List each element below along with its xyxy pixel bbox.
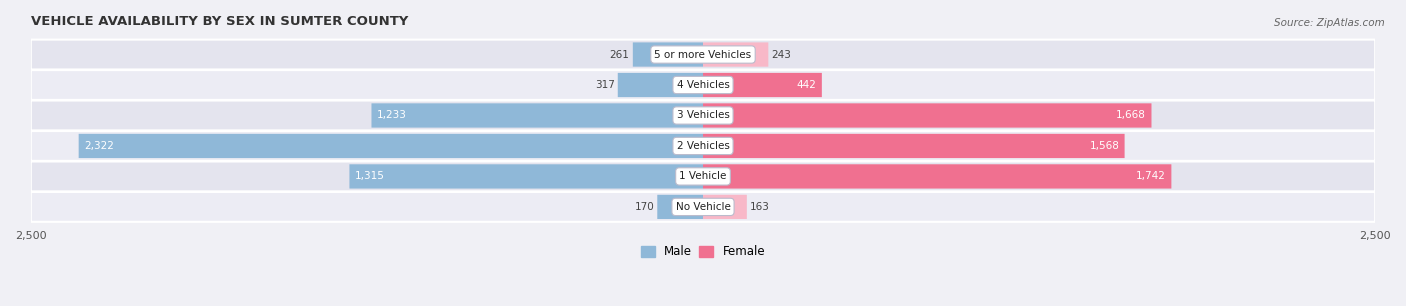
Text: 3 Vehicles: 3 Vehicles <box>676 110 730 121</box>
FancyBboxPatch shape <box>31 70 1375 100</box>
Text: 163: 163 <box>749 202 770 212</box>
Text: 1,668: 1,668 <box>1116 110 1146 121</box>
Text: 442: 442 <box>797 80 817 90</box>
FancyBboxPatch shape <box>703 134 1125 158</box>
FancyBboxPatch shape <box>79 134 703 158</box>
FancyBboxPatch shape <box>31 192 1375 222</box>
FancyBboxPatch shape <box>31 39 1375 69</box>
FancyBboxPatch shape <box>31 131 1375 161</box>
FancyBboxPatch shape <box>371 103 703 128</box>
FancyBboxPatch shape <box>703 43 768 67</box>
Legend: Male, Female: Male, Female <box>636 241 770 263</box>
Text: 1,233: 1,233 <box>377 110 406 121</box>
FancyBboxPatch shape <box>657 195 703 219</box>
Text: 2 Vehicles: 2 Vehicles <box>676 141 730 151</box>
FancyBboxPatch shape <box>31 162 1375 191</box>
FancyBboxPatch shape <box>633 43 703 67</box>
Text: 261: 261 <box>610 50 630 60</box>
Text: 1,742: 1,742 <box>1136 171 1166 181</box>
Text: 2,322: 2,322 <box>84 141 114 151</box>
Text: 1,568: 1,568 <box>1090 141 1119 151</box>
Text: 243: 243 <box>772 50 792 60</box>
Text: 317: 317 <box>595 80 614 90</box>
FancyBboxPatch shape <box>31 101 1375 130</box>
Text: 1 Vehicle: 1 Vehicle <box>679 171 727 181</box>
Text: 170: 170 <box>634 202 654 212</box>
FancyBboxPatch shape <box>703 195 747 219</box>
Text: 5 or more Vehicles: 5 or more Vehicles <box>654 50 752 60</box>
FancyBboxPatch shape <box>703 164 1171 188</box>
Text: Source: ZipAtlas.com: Source: ZipAtlas.com <box>1274 18 1385 28</box>
FancyBboxPatch shape <box>350 164 703 188</box>
Text: No Vehicle: No Vehicle <box>675 202 731 212</box>
Text: 1,315: 1,315 <box>354 171 385 181</box>
FancyBboxPatch shape <box>617 73 703 97</box>
Text: 4 Vehicles: 4 Vehicles <box>676 80 730 90</box>
FancyBboxPatch shape <box>703 73 823 97</box>
Text: VEHICLE AVAILABILITY BY SEX IN SUMTER COUNTY: VEHICLE AVAILABILITY BY SEX IN SUMTER CO… <box>31 15 408 28</box>
FancyBboxPatch shape <box>703 103 1152 128</box>
